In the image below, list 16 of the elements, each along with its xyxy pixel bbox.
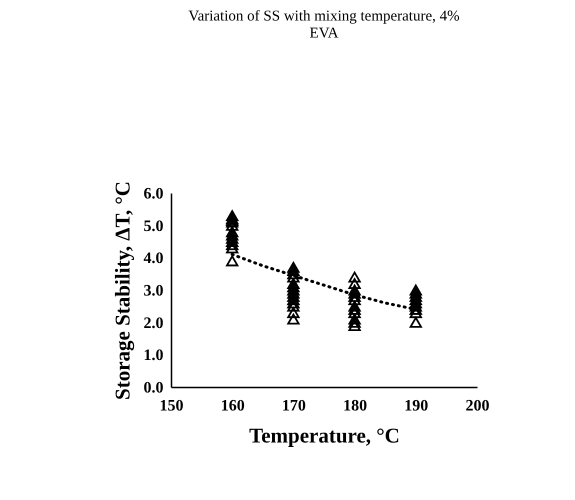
x-tick-label: 170: [282, 398, 306, 414]
x-tick-label: 150: [160, 398, 184, 414]
y-axis-title: Storage Stability, ΔT, °C: [110, 181, 134, 400]
x-tick-label: 200: [466, 398, 490, 414]
y-tick-label: 2.0: [144, 314, 164, 332]
y-tick-label: 6.0: [144, 186, 164, 202]
x-tick-label: 190: [404, 398, 428, 414]
y-tick-label: 5.0: [144, 218, 164, 235]
y-tick-label: 3.0: [144, 282, 164, 300]
y-tick-label: 1.0: [144, 347, 164, 364]
x-tick-label: 180: [343, 398, 368, 414]
x-tick-label: 160: [220, 398, 245, 414]
x-axis-title: Temperature, °C: [249, 424, 400, 448]
y-tick-label: 4.0: [144, 250, 164, 268]
chart-title: Variation of SS with mixing temperature, 4% EVA: [188, 8, 460, 42]
y-tick-label: 0.0: [144, 380, 164, 396]
